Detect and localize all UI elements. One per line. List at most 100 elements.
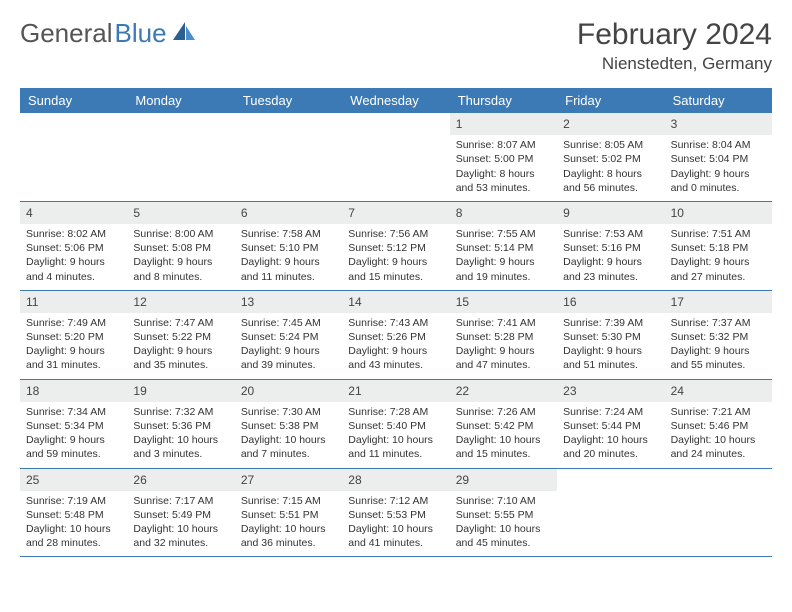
sunset-text: Sunset: 5:49 PM xyxy=(133,508,228,522)
sunrise-text: Sunrise: 7:56 AM xyxy=(348,227,443,241)
sunset-text: Sunset: 5:32 PM xyxy=(671,330,766,344)
sunrise-text: Sunrise: 7:37 AM xyxy=(671,316,766,330)
sunset-text: Sunset: 5:16 PM xyxy=(563,241,658,255)
daylight-text: Daylight: 9 hours and 39 minutes. xyxy=(241,344,336,372)
daylight-text: Daylight: 8 hours and 53 minutes. xyxy=(456,167,551,195)
day-number: 7 xyxy=(342,202,449,224)
day-number: 12 xyxy=(127,291,234,313)
sunset-text: Sunset: 5:00 PM xyxy=(456,152,551,166)
sunset-text: Sunset: 5:14 PM xyxy=(456,241,551,255)
sunset-text: Sunset: 5:51 PM xyxy=(241,508,336,522)
day-cell xyxy=(127,113,234,201)
day-text: Sunrise: 8:04 AMSunset: 5:04 PMDaylight:… xyxy=(665,135,772,201)
sunrise-text: Sunrise: 7:51 AM xyxy=(671,227,766,241)
day-cell: 6Sunrise: 7:58 AMSunset: 5:10 PMDaylight… xyxy=(235,202,342,290)
day-cell: 1Sunrise: 8:07 AMSunset: 5:00 PMDaylight… xyxy=(450,113,557,201)
daylight-text: Daylight: 9 hours and 11 minutes. xyxy=(241,255,336,283)
day-cell: 25Sunrise: 7:19 AMSunset: 5:48 PMDayligh… xyxy=(20,469,127,557)
day-text: Sunrise: 7:32 AMSunset: 5:36 PMDaylight:… xyxy=(127,402,234,468)
day-cell: 10Sunrise: 7:51 AMSunset: 5:18 PMDayligh… xyxy=(665,202,772,290)
day-text: Sunrise: 7:26 AMSunset: 5:42 PMDaylight:… xyxy=(450,402,557,468)
daylight-text: Daylight: 10 hours and 41 minutes. xyxy=(348,522,443,550)
day-cell: 21Sunrise: 7:28 AMSunset: 5:40 PMDayligh… xyxy=(342,380,449,468)
day-number: 14 xyxy=(342,291,449,313)
sail-icon xyxy=(171,18,197,49)
day-number: 10 xyxy=(665,202,772,224)
daylight-text: Daylight: 8 hours and 56 minutes. xyxy=(563,167,658,195)
day-number: 26 xyxy=(127,469,234,491)
day-text: Sunrise: 7:21 AMSunset: 5:46 PMDaylight:… xyxy=(665,402,772,468)
day-text: Sunrise: 8:00 AMSunset: 5:08 PMDaylight:… xyxy=(127,224,234,290)
sunset-text: Sunset: 5:20 PM xyxy=(26,330,121,344)
daylight-text: Daylight: 10 hours and 24 minutes. xyxy=(671,433,766,461)
daylight-text: Daylight: 10 hours and 28 minutes. xyxy=(26,522,121,550)
day-cell xyxy=(235,113,342,201)
day-cell: 20Sunrise: 7:30 AMSunset: 5:38 PMDayligh… xyxy=(235,380,342,468)
day-cell: 8Sunrise: 7:55 AMSunset: 5:14 PMDaylight… xyxy=(450,202,557,290)
sunset-text: Sunset: 5:26 PM xyxy=(348,330,443,344)
brand-part1: General xyxy=(20,18,113,49)
day-cell: 24Sunrise: 7:21 AMSunset: 5:46 PMDayligh… xyxy=(665,380,772,468)
day-text: Sunrise: 7:17 AMSunset: 5:49 PMDaylight:… xyxy=(127,491,234,557)
daylight-text: Daylight: 9 hours and 55 minutes. xyxy=(671,344,766,372)
sunrise-text: Sunrise: 7:32 AM xyxy=(133,405,228,419)
sunrise-text: Sunrise: 7:41 AM xyxy=(456,316,551,330)
day-cell xyxy=(342,113,449,201)
daylight-text: Daylight: 9 hours and 23 minutes. xyxy=(563,255,658,283)
day-text: Sunrise: 7:53 AMSunset: 5:16 PMDaylight:… xyxy=(557,224,664,290)
sunset-text: Sunset: 5:36 PM xyxy=(133,419,228,433)
daylight-text: Daylight: 9 hours and 27 minutes. xyxy=(671,255,766,283)
day-cell: 11Sunrise: 7:49 AMSunset: 5:20 PMDayligh… xyxy=(20,291,127,379)
day-cell: 19Sunrise: 7:32 AMSunset: 5:36 PMDayligh… xyxy=(127,380,234,468)
sunset-text: Sunset: 5:46 PM xyxy=(671,419,766,433)
daylight-text: Daylight: 9 hours and 0 minutes. xyxy=(671,167,766,195)
daylight-text: Daylight: 10 hours and 36 minutes. xyxy=(241,522,336,550)
day-cell: 13Sunrise: 7:45 AMSunset: 5:24 PMDayligh… xyxy=(235,291,342,379)
day-number: 27 xyxy=(235,469,342,491)
day-number: 18 xyxy=(20,380,127,402)
day-cell: 9Sunrise: 7:53 AMSunset: 5:16 PMDaylight… xyxy=(557,202,664,290)
brand-part2: Blue xyxy=(115,18,167,49)
sunset-text: Sunset: 5:02 PM xyxy=(563,152,658,166)
day-text: Sunrise: 7:19 AMSunset: 5:48 PMDaylight:… xyxy=(20,491,127,557)
daylight-text: Daylight: 9 hours and 51 minutes. xyxy=(563,344,658,372)
daylight-text: Daylight: 9 hours and 43 minutes. xyxy=(348,344,443,372)
day-cell: 15Sunrise: 7:41 AMSunset: 5:28 PMDayligh… xyxy=(450,291,557,379)
day-text: Sunrise: 8:07 AMSunset: 5:00 PMDaylight:… xyxy=(450,135,557,201)
day-text: Sunrise: 7:28 AMSunset: 5:40 PMDaylight:… xyxy=(342,402,449,468)
day-header: Monday xyxy=(127,88,234,113)
day-text: Sunrise: 8:02 AMSunset: 5:06 PMDaylight:… xyxy=(20,224,127,290)
sunrise-text: Sunrise: 7:17 AM xyxy=(133,494,228,508)
month-title: February 2024 xyxy=(577,18,772,52)
day-number: 22 xyxy=(450,380,557,402)
sunrise-text: Sunrise: 7:47 AM xyxy=(133,316,228,330)
daylight-text: Daylight: 9 hours and 35 minutes. xyxy=(133,344,228,372)
sunrise-text: Sunrise: 7:12 AM xyxy=(348,494,443,508)
day-number: 28 xyxy=(342,469,449,491)
day-number: 1 xyxy=(450,113,557,135)
day-text: Sunrise: 7:12 AMSunset: 5:53 PMDaylight:… xyxy=(342,491,449,557)
day-number: 19 xyxy=(127,380,234,402)
sunrise-text: Sunrise: 8:00 AM xyxy=(133,227,228,241)
sunset-text: Sunset: 5:24 PM xyxy=(241,330,336,344)
sunset-text: Sunset: 5:42 PM xyxy=(456,419,551,433)
day-text: Sunrise: 7:39 AMSunset: 5:30 PMDaylight:… xyxy=(557,313,664,379)
sunset-text: Sunset: 5:22 PM xyxy=(133,330,228,344)
day-text: Sunrise: 7:47 AMSunset: 5:22 PMDaylight:… xyxy=(127,313,234,379)
sunrise-text: Sunrise: 7:19 AM xyxy=(26,494,121,508)
sunrise-text: Sunrise: 7:43 AM xyxy=(348,316,443,330)
sunrise-text: Sunrise: 7:21 AM xyxy=(671,405,766,419)
day-cell: 27Sunrise: 7:15 AMSunset: 5:51 PMDayligh… xyxy=(235,469,342,557)
sunset-text: Sunset: 5:28 PM xyxy=(456,330,551,344)
sunrise-text: Sunrise: 7:34 AM xyxy=(26,405,121,419)
day-header: Friday xyxy=(557,88,664,113)
week-row: 25Sunrise: 7:19 AMSunset: 5:48 PMDayligh… xyxy=(20,469,772,558)
day-cell: 26Sunrise: 7:17 AMSunset: 5:49 PMDayligh… xyxy=(127,469,234,557)
day-text: Sunrise: 7:15 AMSunset: 5:51 PMDaylight:… xyxy=(235,491,342,557)
daylight-text: Daylight: 10 hours and 11 minutes. xyxy=(348,433,443,461)
sunset-text: Sunset: 5:12 PM xyxy=(348,241,443,255)
day-number: 20 xyxy=(235,380,342,402)
day-text: Sunrise: 7:34 AMSunset: 5:34 PMDaylight:… xyxy=(20,402,127,468)
sunset-text: Sunset: 5:30 PM xyxy=(563,330,658,344)
sunrise-text: Sunrise: 7:30 AM xyxy=(241,405,336,419)
